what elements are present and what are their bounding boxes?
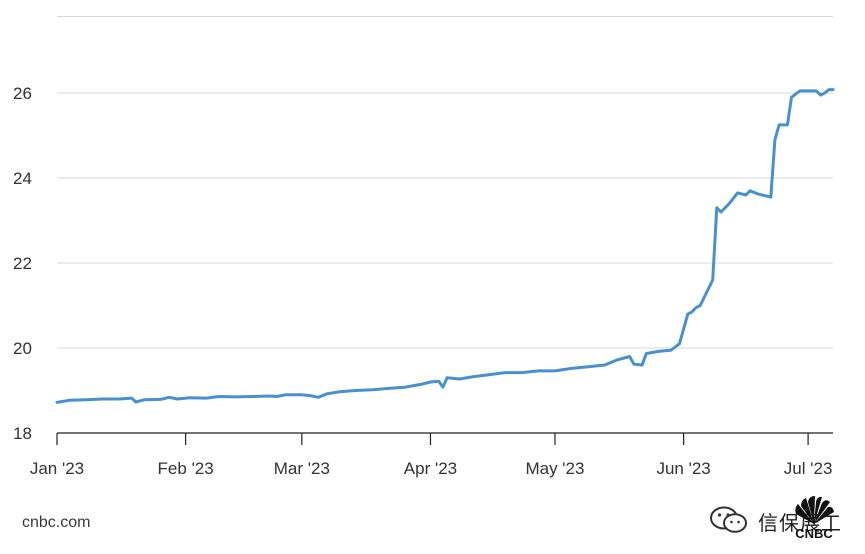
x-tick-label-4: May '23 (525, 459, 584, 478)
x-tick-label-3: Apr '23 (404, 459, 457, 478)
x-tick-label-6: Jul '23 (784, 459, 833, 478)
y-tick-label-22: 22 (13, 254, 32, 273)
source-label: cnbc.com (22, 514, 91, 531)
y-tick-label-20: 20 (13, 339, 32, 358)
y-tick-label-26: 26 (13, 84, 32, 103)
line-chart: 18 20 22 24 26 Jan '23 Feb '23 Mar '23 Apr '23 Ma… (13, 16, 835, 478)
x-tick-label-2: Mar '23 (274, 459, 330, 478)
cnbc-logo-text: CNBC (795, 526, 833, 540)
y-tick-label-24: 24 (13, 169, 32, 188)
y-tick-label-18: 18 (13, 424, 32, 443)
x-tick-label-0: Jan '23 (30, 459, 84, 478)
x-tick-label-1: Feb '23 (158, 459, 214, 478)
x-tick-label-5: Jun '23 (656, 459, 710, 478)
series-line-0 (55, 88, 835, 404)
watermark: 信保展工 CNBC (708, 496, 848, 542)
wechat-icon (710, 506, 747, 533)
cnbc-peacock-logo: CNBC (795, 496, 834, 540)
